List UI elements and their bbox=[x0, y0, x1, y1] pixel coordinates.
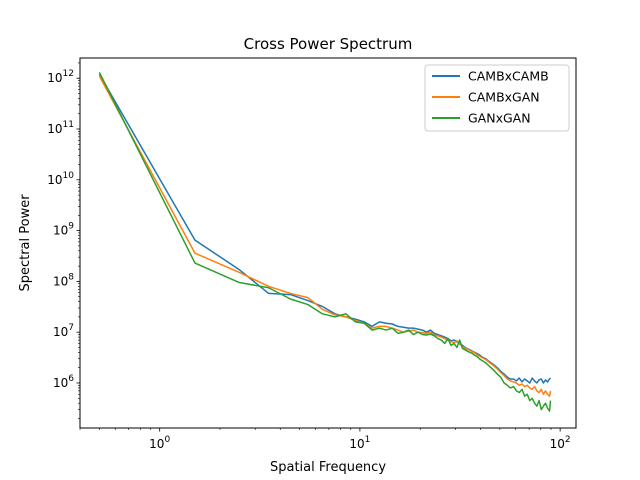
series-line-ganxgan bbox=[98, 72, 552, 412]
series-line-cambxgan bbox=[98, 75, 552, 397]
chart-title: Cross Power Spectrum bbox=[244, 35, 413, 53]
y-tick-label: 1010 bbox=[47, 171, 74, 187]
y-tick-label: 108 bbox=[53, 272, 74, 288]
plot-area bbox=[98, 72, 552, 412]
legend: CAMBxCAMB CAMBxGAN GANxGAN bbox=[424, 64, 570, 132]
axes-frame bbox=[79, 57, 577, 429]
y-axis-label: Spectral Power bbox=[18, 194, 33, 292]
legend-label-cambxgan: CAMBxGAN bbox=[468, 90, 540, 105]
legend-box bbox=[424, 64, 570, 132]
y-tick-label: 109 bbox=[53, 222, 74, 238]
x-tick-label: 101 bbox=[349, 435, 370, 451]
legend-label-ganxgan: GANxGAN bbox=[468, 111, 531, 126]
x-axis-label: Spatial Frequency bbox=[270, 460, 386, 475]
y-tick-label: 107 bbox=[53, 323, 74, 339]
series-line-cambxcamb bbox=[98, 73, 552, 384]
y-tick-label: 1011 bbox=[47, 120, 74, 136]
x-tick-label: 100 bbox=[149, 435, 170, 451]
y-tick-label: 106 bbox=[53, 374, 74, 390]
y-tick-label: 1012 bbox=[47, 69, 74, 85]
x-tick-label: 102 bbox=[550, 435, 571, 451]
axis-ticks: 100 101 102 106 107 108 109 1010 1011 1012 bbox=[47, 62, 571, 451]
legend-label-cambxcamb: CAMBxCAMB bbox=[468, 69, 549, 84]
